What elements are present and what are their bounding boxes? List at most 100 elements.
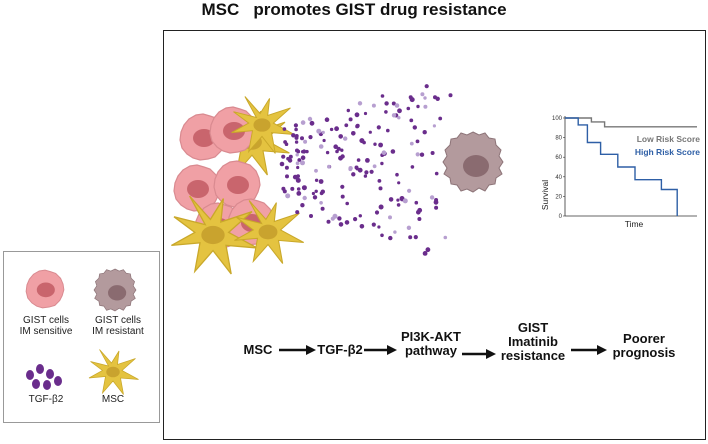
tgf-particle [356, 158, 361, 162]
tgf-particle [397, 108, 402, 114]
tgf-particle [279, 161, 285, 167]
tgf-particle [376, 125, 381, 130]
tgf-particle [409, 141, 414, 146]
tgf-particle [296, 165, 300, 170]
tgf-particle [325, 150, 330, 155]
tgf-particle [416, 210, 421, 215]
survival-chart: 0 20 40 60 80 100 Survival Time Low Risk Scor… [540, 116, 700, 229]
tgf-particle [407, 188, 412, 193]
tgf-particle [345, 201, 350, 206]
flow-step-pi3k: PI3K-AKT pathway [401, 329, 461, 358]
tgf-particle [397, 181, 401, 185]
tgf-particle [377, 225, 381, 229]
tgf-particle [364, 170, 369, 175]
tgf-particle [378, 204, 384, 210]
tgf-particle [371, 103, 376, 108]
legend-tgf-icon [26, 364, 62, 390]
tgf-particle [334, 126, 339, 132]
tgf-particle [363, 174, 368, 178]
flow-step-resistance: GIST Imatinib resistance [500, 320, 566, 363]
tgf-particle [309, 120, 315, 126]
tgf-particle [386, 128, 390, 133]
tgf-particle [381, 150, 387, 155]
tgf-particle [318, 144, 324, 149]
series-low-risk [565, 117, 697, 128]
tgf-particle [301, 185, 307, 191]
tgf-particle [363, 111, 368, 116]
legend-label-msc: MSC [101, 394, 125, 405]
tgf-particle [300, 136, 304, 141]
tgf-particle [327, 164, 331, 169]
tgf-particle [302, 149, 307, 154]
tgf-particle [344, 220, 350, 225]
tgf-particle [417, 217, 422, 221]
tgf-particle [384, 101, 389, 106]
chart-ytick-label: 60 [555, 155, 562, 161]
series-high-risk [565, 117, 678, 216]
legend-high-risk: High Risk Score [635, 147, 700, 157]
tgf-particle [344, 123, 349, 128]
tgf-particle [359, 224, 365, 229]
tgf-particle [292, 174, 298, 180]
tgf-particle [388, 235, 393, 241]
tgf-particle [282, 127, 287, 131]
tgf-particle [309, 214, 313, 218]
tgf-particle [415, 139, 420, 144]
tgf-particle [423, 96, 427, 100]
tgf-particle [338, 222, 344, 227]
legend-label-tgf: TGF-β2 [28, 394, 64, 405]
tgf-particle [410, 165, 415, 169]
legend-low-risk: Low Risk Score [637, 134, 701, 144]
tgf-particle [353, 217, 358, 222]
tgf-particle [354, 112, 360, 118]
tgf-particle [303, 139, 308, 144]
tgf-particle [384, 110, 388, 114]
tgf-particle [322, 138, 326, 143]
tgf-particle [435, 96, 440, 102]
main-panel [163, 30, 706, 440]
tgf-particle [288, 154, 293, 159]
tgf-particle [357, 167, 363, 173]
tgf-particle [281, 154, 286, 159]
tgf-particle [286, 156, 290, 161]
tgf-particle [388, 197, 394, 202]
tgf-particle [291, 133, 296, 138]
tgf-particle [321, 130, 325, 135]
tgf-particle [318, 179, 324, 184]
tgf-particle [355, 124, 360, 129]
tgf-particle [368, 130, 372, 134]
tgf-particle [409, 97, 415, 103]
tgf-particle [373, 142, 377, 146]
tgf-particle [425, 247, 431, 253]
tgf-particle [340, 148, 344, 152]
tgf-particle [397, 116, 401, 120]
tgf-particle [369, 169, 374, 174]
tgf-particle [340, 194, 345, 199]
chart-ytick-label: 80 [555, 136, 562, 142]
chart-ytick-label: 40 [555, 175, 562, 181]
chart-xlabel: Time [625, 219, 644, 229]
tgf-particle [332, 213, 338, 219]
tgf-particle [312, 195, 318, 200]
tgf-particle [406, 106, 411, 111]
chart-ytick-label: 20 [555, 194, 562, 200]
tgf-particle [419, 152, 425, 157]
tgf-particle [365, 158, 370, 163]
tgf-particle [307, 116, 313, 122]
tgf-particle [413, 235, 418, 240]
tgf-particle [284, 165, 289, 170]
tgf-particle [433, 199, 439, 205]
legend-label-gist-sensitive: GIST cells IM sensitive [19, 315, 73, 337]
tgf-particle [314, 168, 318, 173]
legend-label-gist-resistant: GIST cells IM resistant [92, 315, 144, 337]
tgf-particle [416, 104, 420, 109]
flow-step-tgf: TGF-β2 [317, 342, 363, 357]
tgf-particle [348, 166, 353, 171]
tgf-particle [432, 124, 436, 128]
page-title: MSC promotes GIST drug resistance [201, 0, 507, 19]
tgf-particle [434, 205, 439, 210]
chart-axes [564, 116, 697, 217]
tgf-particle [424, 84, 429, 89]
tgf-particle [294, 134, 299, 138]
